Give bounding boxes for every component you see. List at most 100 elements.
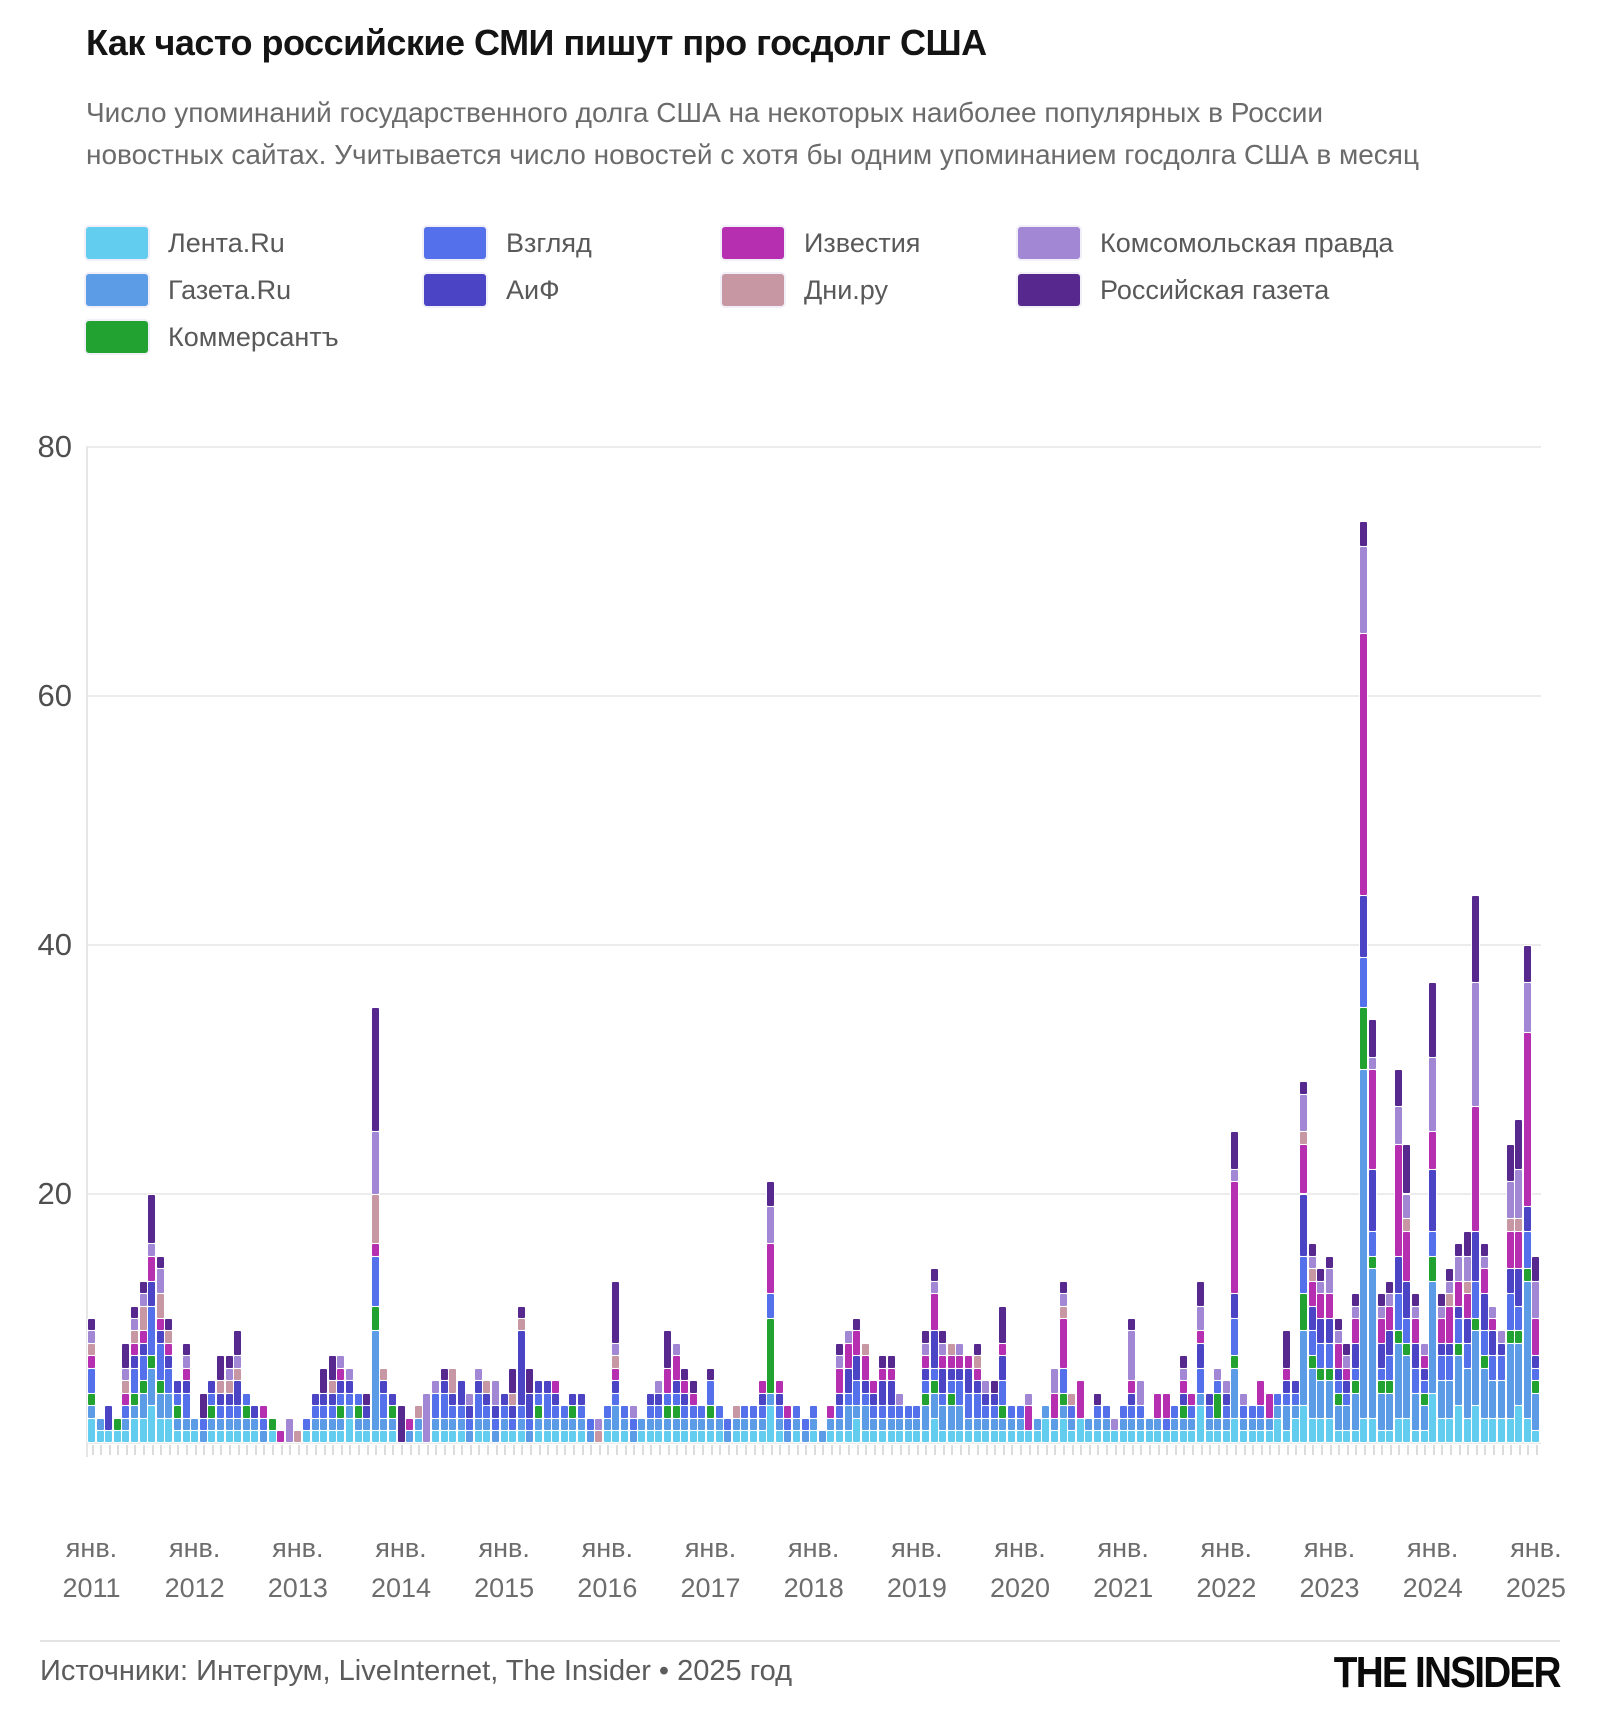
x-axis-year-value: 2013 [267,1573,328,1603]
month-tick [994,1445,997,1455]
bar-segment-Дни.ру [1463,1281,1471,1294]
month-tick [1389,1445,1392,1455]
bar-segment-Газета.Ru [1532,1393,1540,1431]
bar-segment-Комсомольская правда [1025,1393,1033,1406]
bar-segment-Газета.Ru [1369,1269,1377,1418]
bar-segment-Взгляд [139,1356,147,1381]
bar-segment-Взгляд [930,1368,938,1381]
bar-segment-Лента.Ru [517,1431,525,1443]
bar-segment-Комсомольская правда [956,1343,964,1356]
month-tick [710,1445,713,1455]
bar-segment-АиФ [844,1368,852,1393]
month-tick [461,1445,464,1455]
bar-segment-Взгляд [517,1406,525,1418]
bar-segment-Коммерсантъ [1532,1381,1540,1393]
bar-segment-Газета.Ru [483,1418,491,1431]
bar-segment-Лента.Ru [758,1431,766,1443]
bar-segment-Лента.Ru [732,1431,740,1443]
bar-segment-Лента.Ru [251,1431,259,1443]
bar-segment-Лента.Ru [1240,1431,1248,1443]
month-tick [117,1445,120,1455]
legend-swatch-icon [86,274,148,306]
bar-segment-Лента.Ru [1068,1431,1076,1443]
month-tick [1088,1445,1091,1455]
bar-segment-Известия [1283,1368,1291,1381]
bar-segment-Взгляд [182,1393,190,1418]
bar-segment-Комсомольская правда [130,1319,138,1331]
bar-segment-Газета.Ru [345,1406,353,1418]
bar-segment-Коммерсантъ [148,1356,156,1368]
legend-item: Лента.Ru [86,226,285,260]
month-tick [452,1445,455,1455]
bar-segment-Лента.Ru [1016,1431,1024,1443]
bar-segment-Взгляд [1446,1356,1454,1381]
bar-segment-Взгляд [1248,1406,1256,1418]
bar-segment-Газета.Ru [939,1406,947,1431]
bar-segment-Лента.Ru [1162,1431,1170,1443]
bar-segment-АиФ [139,1343,147,1356]
bar-segment-Газета.Ru [208,1418,216,1431]
bar-segment-Взгляд [449,1406,457,1418]
bar-segment-Известия [1377,1319,1385,1343]
bar-segment-Газета.Ru [449,1418,457,1431]
bar-segment-АиФ [251,1406,259,1418]
bar-segment-Газета.Ru [216,1418,224,1431]
bar-segment-Лента.Ru [543,1431,551,1443]
bar-segment-Лента.Ru [552,1431,560,1443]
bar-segment-Газета.Ru [431,1418,439,1431]
month-tick [1054,1445,1057,1455]
bar-segment-Взгляд [345,1393,353,1406]
bar-segment-Лента.Ru [1033,1431,1041,1443]
bar-segment-Коммерсантъ [569,1406,577,1418]
bar-segment-Комсомольская правда [1429,1057,1437,1132]
month-tick [916,1445,919,1455]
bar-segment-Комсомольская правда [88,1331,95,1343]
bar-segment-АиФ [311,1393,319,1406]
bar-segment-Газета.Ru [1197,1393,1205,1406]
y-axis-tick-label: 80 [37,429,72,464]
bar-segment-Комсомольская правда [629,1406,637,1418]
bar-segment-Комсомольская правда [492,1381,500,1406]
bar-segment-Лента.Ru [1231,1418,1239,1443]
bar-segment-Известия [552,1381,560,1393]
legend-label: Российская газета [1100,274,1330,305]
bar-segment-Лента.Ru [861,1431,869,1443]
bar-segment-АиФ [105,1406,113,1431]
bar-segment-Известия [1317,1294,1325,1318]
month-tick [658,1445,661,1455]
bar-segment-Лента.Ru [105,1431,113,1443]
bar-segment-Лента.Ru [328,1431,336,1443]
bar-segment-Российская газета [1231,1132,1239,1169]
bar-segment-Известия [1532,1319,1540,1356]
month-tick [1338,1445,1341,1455]
bar-segment-Российская газета [1506,1144,1514,1182]
page-title: Как часто российские СМИ пишут про госдо… [86,22,987,63]
bar-segment-Взгляд [999,1381,1007,1406]
bar-segment-Газета.Ru [1420,1406,1428,1431]
month-tick [598,1445,601,1455]
bar-segment-Коммерсантъ [1455,1343,1463,1356]
bar-segment-Коммерсантъ [999,1406,1007,1418]
bar-segment-Лента.Ru [603,1431,611,1443]
bar-segment-Известия [1162,1393,1170,1418]
bar-segment-Лента.Ru [1059,1418,1067,1443]
bar-segment-Взгляд [1205,1406,1213,1418]
bar-segment-АиФ [672,1381,680,1393]
bar-segment-Известия [827,1406,835,1418]
month-tick [340,1445,343,1455]
month-tick [1492,1445,1495,1455]
x-axis-year-value: 2017 [680,1573,741,1603]
bar-segment-Дни.ру [1506,1219,1514,1231]
month-tick [641,1445,644,1455]
bar-segment-Известия [182,1368,190,1381]
bar-segment-Дни.ру [1300,1132,1308,1144]
month-tick [409,1445,412,1455]
month-tick [1277,1445,1280,1455]
bar-segment-Комсомольская правда [655,1381,663,1393]
bar-segment-Комсомольская правда [767,1206,775,1244]
bar-segment-Взгляд [440,1393,448,1418]
bar-segment-Газета.Ru [1523,1281,1531,1418]
bar-segment-Лента.Ru [165,1418,173,1443]
bar-segment-Взгляд [681,1406,689,1418]
bar-segment-Газета.Ru [1119,1418,1127,1431]
